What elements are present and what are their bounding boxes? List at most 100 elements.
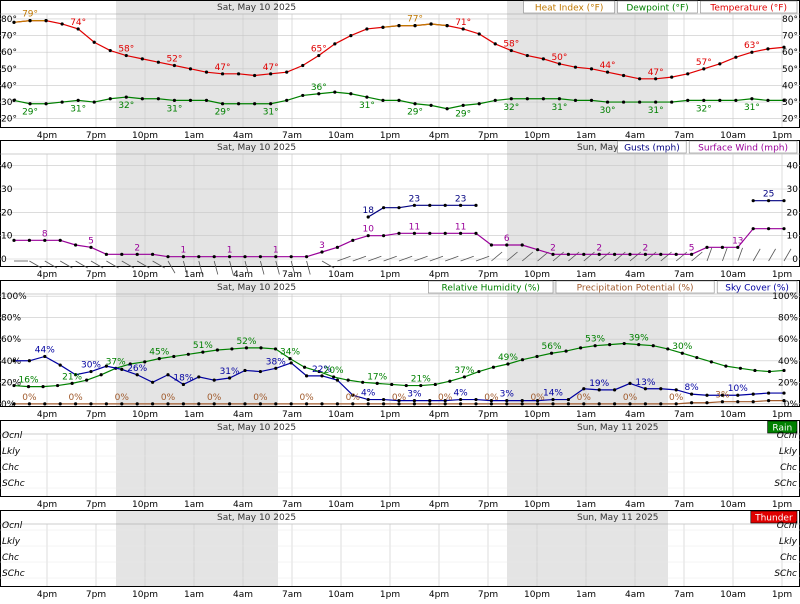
data-point xyxy=(782,45,786,49)
data-point xyxy=(750,50,754,54)
data-point xyxy=(686,72,690,76)
x-tick-label: 7am xyxy=(674,270,694,280)
x-tick-label: 1am xyxy=(576,410,596,420)
data-point xyxy=(58,363,62,367)
data-point xyxy=(767,391,771,395)
data-label: 44° xyxy=(600,61,616,71)
data-label: 0% xyxy=(484,393,499,403)
data-point xyxy=(445,24,449,28)
data-point xyxy=(220,72,225,76)
data-point xyxy=(274,402,278,406)
date-label: Sat, May 10 2025 xyxy=(217,513,296,523)
data-point xyxy=(124,95,128,99)
data-point xyxy=(104,252,108,256)
category-label-right: Lkly xyxy=(779,447,798,457)
data-point xyxy=(320,402,324,406)
data-label: 22% xyxy=(312,365,332,375)
data-point xyxy=(459,231,463,235)
wind-barb xyxy=(429,255,444,262)
data-label: 0% xyxy=(669,393,684,403)
wind-barb xyxy=(722,247,728,262)
data-label: 30% xyxy=(672,342,692,352)
data-label: 30% xyxy=(81,361,101,371)
x-tick-label: 7pm xyxy=(478,500,498,510)
data-point xyxy=(477,102,481,106)
wind-barb xyxy=(29,260,42,269)
data-point xyxy=(736,400,740,404)
data-point xyxy=(346,378,350,382)
data-label: 30° xyxy=(600,106,616,116)
x-tick-label: 10pm xyxy=(132,270,158,280)
data-point xyxy=(128,362,132,366)
x-tick-label: 10am xyxy=(720,270,746,280)
data-point xyxy=(335,378,339,382)
data-point xyxy=(12,383,16,388)
data-point xyxy=(151,380,155,384)
x-tick-label: 10am xyxy=(720,410,746,420)
wind-barb xyxy=(598,251,611,262)
data-point xyxy=(654,77,658,81)
data-point xyxy=(41,385,45,389)
data-point xyxy=(305,402,309,406)
category-label-left: Lkly xyxy=(2,447,21,457)
legend-entry: Temperature (°F) xyxy=(709,4,787,14)
x-tick-label: 1pm xyxy=(380,500,400,510)
data-point xyxy=(143,360,147,364)
data-point xyxy=(709,360,713,364)
night-shading xyxy=(116,281,278,406)
wind-barb xyxy=(737,247,743,262)
data-point xyxy=(474,402,478,406)
data-point xyxy=(305,255,309,259)
data-label: 17% xyxy=(367,372,387,382)
data-point xyxy=(212,402,216,406)
data-label: 4% xyxy=(361,389,376,399)
data-point xyxy=(613,252,617,256)
data-point xyxy=(70,381,74,385)
data-point xyxy=(258,369,262,374)
data-point xyxy=(459,203,463,207)
data-point xyxy=(397,231,401,235)
data-point xyxy=(397,206,401,210)
data-point xyxy=(186,352,190,356)
rain-panel: 4pm 7pm 10pm 1am 4am 7am 10am 1pm 4pm 7pm 10pm 1am 4… xyxy=(0,420,800,510)
category-label-left: Chc xyxy=(2,463,19,473)
wind-barb xyxy=(414,255,428,262)
wind-barb xyxy=(260,260,265,275)
data-point xyxy=(181,255,185,259)
data-label: 58° xyxy=(503,40,519,50)
data-point xyxy=(461,103,465,107)
y-tick-label-right: 0% xyxy=(784,400,799,410)
x-tick-label: 1pm xyxy=(772,590,792,600)
data-point xyxy=(702,67,706,71)
data-point xyxy=(320,374,324,378)
data-point xyxy=(651,344,655,348)
data-point xyxy=(74,243,78,247)
x-tick-label: 4am xyxy=(233,131,253,141)
x-tick-label: 4pm xyxy=(429,590,449,600)
x-tick-label: 10pm xyxy=(132,410,158,420)
data-label: 53% xyxy=(585,335,605,345)
x-tick-label: 7am xyxy=(282,270,302,280)
data-point xyxy=(766,98,770,103)
y-tick-label-right: 10 xyxy=(787,232,799,242)
data-point xyxy=(258,402,262,406)
x-tick-label: 1am xyxy=(576,500,596,510)
wind-barb xyxy=(783,248,792,262)
data-point xyxy=(397,98,401,103)
data-point xyxy=(489,399,493,403)
legend-entry: Gusts (mph) xyxy=(624,144,680,154)
legend-box xyxy=(523,0,615,14)
data-point xyxy=(751,227,755,231)
x-tick-label: 4am xyxy=(625,270,645,280)
data-point xyxy=(474,397,478,402)
data-point xyxy=(140,97,144,101)
y-tick-label-left: 50° xyxy=(1,65,17,75)
data-label: 21% xyxy=(411,375,431,385)
data-point xyxy=(317,53,321,58)
data-point xyxy=(382,206,386,210)
data-point xyxy=(74,402,78,406)
y-tick-label-right: 30 xyxy=(787,185,799,195)
legend-entry: Thunder xyxy=(754,514,793,524)
x-tick-label: 4am xyxy=(233,500,253,510)
